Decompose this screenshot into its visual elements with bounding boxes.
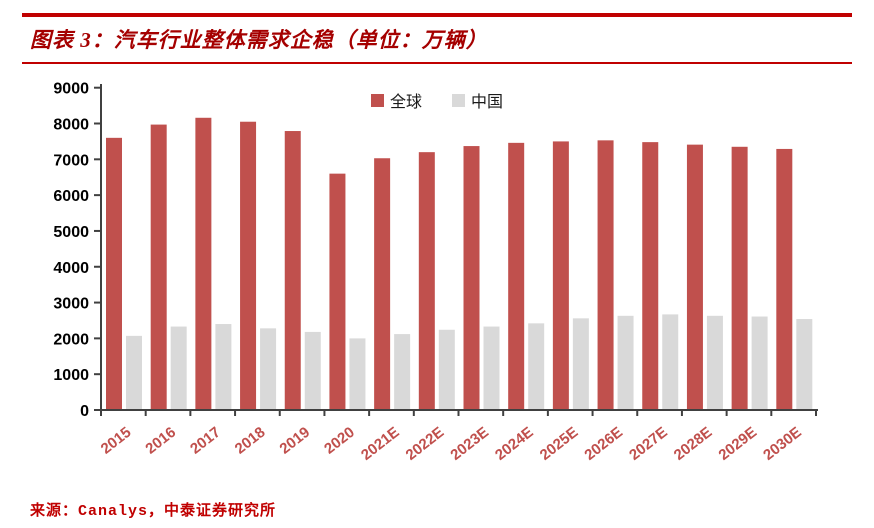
y-axis-tick-label: 7000	[53, 152, 89, 169]
bar-china-2020	[349, 338, 366, 410]
bar-china-2028E	[706, 315, 723, 410]
bar-global-2024E	[508, 142, 525, 410]
x-axis-label-2029E: 2029E	[715, 424, 760, 464]
x-axis-label-2026E: 2026E	[581, 424, 626, 464]
x-axis-label-2016: 2016	[142, 424, 179, 458]
bar-china-2016	[170, 326, 187, 410]
x-axis-label-2025E: 2025E	[537, 424, 582, 464]
title-underline-rule	[22, 62, 852, 64]
x-axis-label-2028E: 2028E	[671, 424, 716, 464]
bar-global-2020	[329, 173, 346, 410]
legend-swatch	[370, 93, 384, 107]
x-axis-label-2017: 2017	[187, 424, 224, 458]
x-axis-label-2018: 2018	[232, 424, 269, 458]
legend-item-global: 全球	[370, 88, 422, 112]
bar-global-2027E	[642, 142, 659, 411]
x-axis-label-2020: 2020	[321, 424, 358, 458]
x-axis-label-2024E: 2024E	[492, 424, 537, 464]
x-axis-label-2023E: 2023E	[447, 424, 492, 464]
bar-global-2017	[195, 117, 212, 410]
bar-china-2030E	[796, 319, 813, 410]
y-axis-tick-label: 0	[80, 403, 89, 420]
y-axis-tick-label: 1000	[53, 367, 89, 384]
bar-global-2029E	[731, 146, 748, 410]
y-axis-tick-label: 8000	[53, 117, 89, 134]
bar-china-2029E	[751, 316, 768, 410]
bar-global-2025E	[552, 141, 569, 410]
bar-global-2026E	[597, 140, 614, 410]
x-axis-label-2019: 2019	[276, 424, 313, 458]
bar-global-2022E	[418, 152, 435, 410]
bar-global-2016	[150, 124, 167, 410]
bar-global-2015	[106, 137, 122, 410]
legend-swatch	[452, 93, 465, 107]
chart-legend: 全球 中国	[0, 88, 874, 112]
y-axis-tick-label: 5000	[53, 224, 89, 241]
bar-global-2028E	[686, 144, 703, 411]
x-axis-label-2022E: 2022E	[403, 424, 448, 464]
x-axis-label-2030E: 2030E	[760, 424, 805, 464]
y-axis-tick-label: 6000	[53, 188, 89, 205]
bar-china-2023E	[483, 326, 500, 410]
bar-global-2018	[240, 121, 257, 410]
y-axis-tick-label: 4000	[53, 260, 89, 277]
bar-global-2019	[284, 131, 301, 411]
bar-china-2021E	[394, 334, 411, 410]
bar-chart: 0 1000 2000 3000 4000 5000 6000 7000 8000 9000 201…	[53, 81, 818, 464]
source-note: 来源：Canalys，中泰证券研究所	[30, 503, 277, 520]
y-axis-tick-label: 2000	[53, 331, 89, 348]
bar-china-2019	[304, 331, 321, 410]
bar-china-2015	[126, 335, 142, 410]
y-axis-tick-label: 3000	[53, 296, 89, 313]
x-axis-label-2027E: 2027E	[626, 424, 671, 464]
bar-china-2024E	[528, 323, 545, 410]
legend-label: 全球	[389, 94, 422, 111]
bar-global-2030E	[776, 148, 793, 410]
top-rule	[22, 13, 852, 17]
legend-label: 中国	[471, 94, 504, 111]
x-axis-label-2015: 2015	[98, 424, 135, 458]
chart-title: 图表 3：汽车行业整体需求企稳（单位：万辆）	[30, 28, 488, 52]
bar-global-2023E	[463, 146, 480, 410]
bar-china-2025E	[572, 318, 589, 410]
bar-china-2026E	[617, 315, 634, 410]
bar-china-2022E	[438, 329, 455, 410]
y-axis-tick-label: 9000	[53, 81, 89, 98]
bar-china-2027E	[662, 314, 679, 410]
legend-item-china: 中国	[452, 88, 503, 112]
x-axis-label-2021E: 2021E	[358, 424, 403, 464]
bar-china-2017	[215, 324, 232, 410]
bar-global-2021E	[374, 158, 391, 410]
bar-china-2018	[260, 328, 277, 410]
